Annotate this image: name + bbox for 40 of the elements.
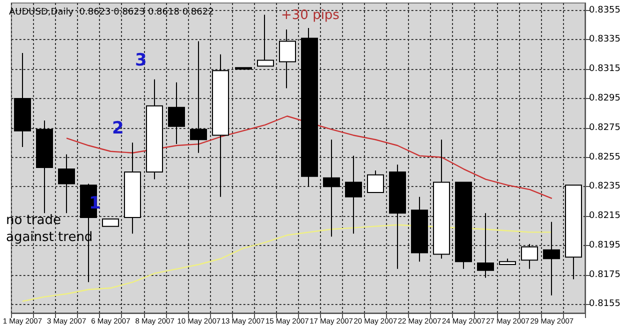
candlestick [455,182,472,270]
y-tick-label: 0.8315 [589,64,620,74]
candlestick [433,139,450,260]
candlestick [58,154,75,214]
y-tick-label: 0.8355 [589,5,620,16]
text: AUDUSD,Daily 0.8623 0.8623 0.8618 0.8622 [9,8,214,18]
y-tick-label: 0.8295 [589,94,620,104]
candlestick [389,164,406,270]
y-tick-label: 0.8235 [589,182,620,192]
candlestick [146,78,163,180]
candlestick [543,221,560,296]
candlestick [257,14,274,67]
candlestick [212,54,229,198]
y-tick-label: 0.8255 [589,152,620,162]
y-tick-label: 0.8215 [589,211,620,222]
candlestick [367,170,384,194]
candlestick [124,142,141,234]
candlestick [521,243,538,270]
candlestick [477,212,494,278]
candlestick [411,196,428,262]
candlestick [499,258,516,266]
annotation: 2 [112,118,124,138]
candlestick [565,184,582,280]
candlestick [345,155,362,234]
y-tick-label: 0.8175 [589,270,620,280]
candlestick [323,139,340,238]
candlestick [190,40,207,154]
annotation: +30 pips [281,8,340,23]
y-tick-label: 0.8155 [589,299,620,310]
candlestick [36,120,53,214]
candlestick [301,27,318,188]
candlestick [102,218,119,227]
y-tick-label: 0.8335 [589,34,620,45]
candlestick [14,52,31,148]
annotation: 3 [135,50,147,70]
y-tick-label: 0.8195 [589,240,620,250]
candlestick [168,82,185,145]
candlestick [279,28,296,89]
y-tick-label: 0.8275 [589,122,620,133]
candlestick [235,67,252,70]
